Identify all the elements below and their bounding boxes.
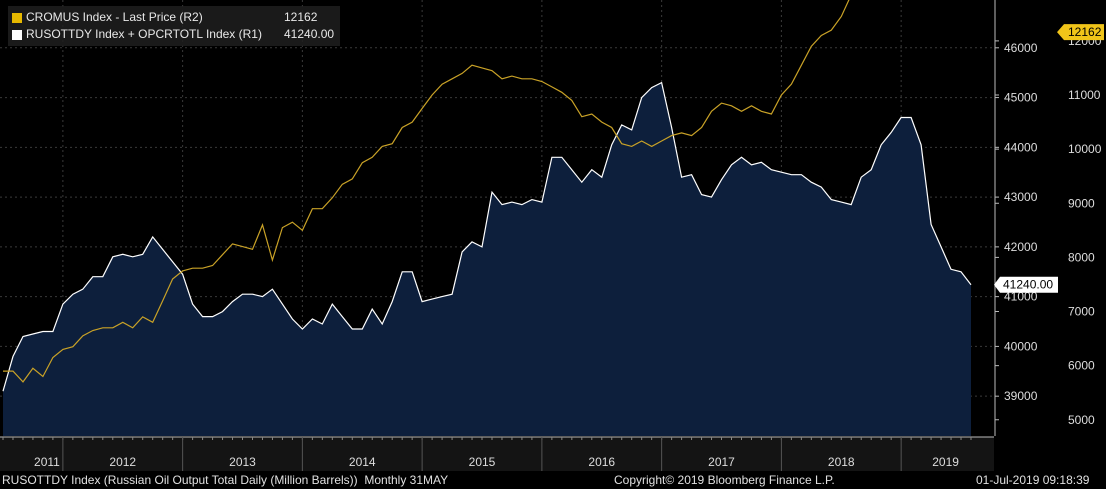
x-year-label: 2011 bbox=[34, 455, 60, 469]
r1-tick-label: 44000 bbox=[1004, 140, 1038, 154]
footer: RUSOTTDY Index (Russian Oil Output Total… bbox=[0, 471, 1106, 489]
output-area-fill bbox=[3, 82, 971, 436]
r1-tick-label: 45000 bbox=[1004, 91, 1038, 105]
chart: 39000 40000 41000 42000 43000 44000 45000 46000… bbox=[0, 0, 1106, 471]
x-year-label: 2018 bbox=[828, 455, 855, 469]
r2-tick-label: 10000 bbox=[1068, 142, 1102, 156]
legend-swatch-cromus bbox=[12, 12, 22, 23]
legend-value: 41240.00 bbox=[284, 27, 335, 41]
x-year-label: 2014 bbox=[349, 455, 376, 469]
last-value-tag-output bbox=[994, 276, 1058, 293]
r1-tick-label: 39000 bbox=[1004, 389, 1038, 403]
cromus-price-series bbox=[3, 0, 850, 383]
output-area-series bbox=[2, 81, 972, 436]
legend-value: 12162 bbox=[284, 10, 318, 24]
right-axis: 39000 40000 41000 42000 43000 44000 45000 46000… bbox=[994, 0, 1102, 436]
legend-swatch-output bbox=[12, 29, 22, 40]
x-year-label: 2016 bbox=[588, 455, 615, 469]
last-value-label-output: 41240.00 bbox=[1003, 278, 1053, 292]
r2-tick-label: 9000 bbox=[1068, 196, 1095, 210]
footer-description: RUSOTTDY Index (Russian Oil Output Total… bbox=[2, 473, 449, 487]
x-axis: 2011 2012 2013 2014 2015 2016 2017 2018 2019 bbox=[0, 436, 994, 471]
footer-copyright: Copyright© 2019 Bloomberg Finance L.P. bbox=[614, 473, 835, 487]
x-year-label: 2017 bbox=[708, 455, 735, 469]
legend-item-cromus: CROMUS Index - Last Price (R2) 12162 bbox=[12, 9, 334, 26]
r2-tick-label: 11000 bbox=[1068, 88, 1101, 102]
cromus-line bbox=[3, 0, 850, 383]
x-year-label: 2012 bbox=[109, 455, 136, 469]
x-year-label: 2013 bbox=[229, 455, 256, 469]
r1-tick-label: 42000 bbox=[1004, 240, 1038, 254]
legend: CROMUS Index - Last Price (R2) 12162 RUS… bbox=[8, 6, 341, 46]
legend-label: CROMUS Index - Last Price (R2) bbox=[26, 10, 203, 24]
footer-timestamp: 01-Jul-2019 09:18:39 bbox=[976, 473, 1090, 487]
legend-item-output: RUSOTTDY Index + OPCRTOTL Index (R1) 412… bbox=[12, 26, 334, 43]
r2-tick-label: 5000 bbox=[1068, 413, 1095, 427]
r1-tick-label: 40000 bbox=[1004, 339, 1038, 353]
r2-tick-label: 7000 bbox=[1068, 305, 1095, 319]
r1-tick-label: 46000 bbox=[1004, 41, 1038, 55]
output-line bbox=[2, 81, 972, 392]
x-year-label: 2015 bbox=[469, 455, 496, 469]
x-axis-band bbox=[0, 437, 994, 471]
r2-tick-label: 8000 bbox=[1068, 250, 1095, 264]
last-value-tags: 12162 41240.00 bbox=[994, 24, 1104, 293]
x-year-label: 2019 bbox=[932, 455, 959, 469]
r2-tick-label: 6000 bbox=[1068, 359, 1095, 373]
last-value-label-cromus: 12162 bbox=[1068, 25, 1102, 39]
last-value-tag-cromus bbox=[1057, 24, 1104, 41]
legend-label: RUSOTTDY Index + OPCRTOTL Index (R1) bbox=[26, 27, 262, 41]
r1-tick-label: 43000 bbox=[1004, 190, 1038, 204]
r1-tick-label: 41000 bbox=[1004, 290, 1038, 304]
